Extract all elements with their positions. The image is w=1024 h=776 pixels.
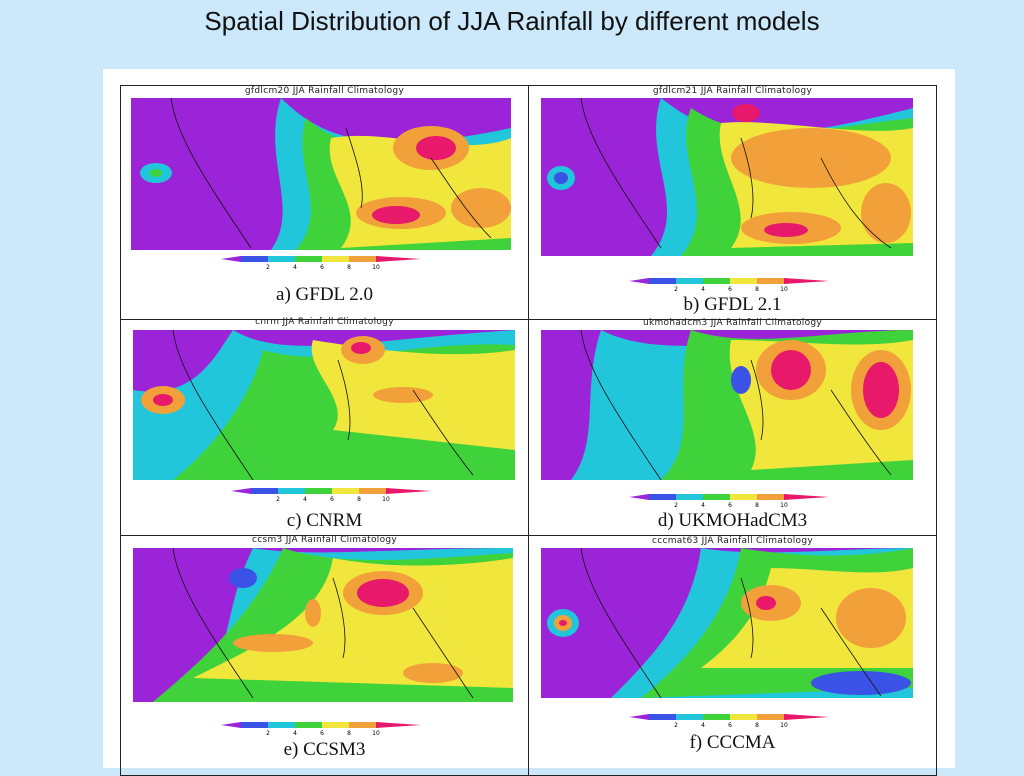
colorbar-tick: 2 bbox=[266, 264, 270, 270]
panel-cnrm: cnrm JJA Rainfall Climatology bbox=[121, 317, 529, 536]
colorbar-tick: 10 bbox=[780, 286, 788, 292]
panel-cccma: cccmat63 JJA Rainfall Climatology bbox=[529, 536, 936, 776]
colorbar-tick: 2 bbox=[674, 502, 678, 508]
rainfall-map bbox=[133, 548, 513, 702]
panel-caption: e) CCSM3 bbox=[283, 739, 366, 760]
colorbar-tick: 4 bbox=[303, 496, 307, 502]
figure-image: gfdlcm20 JJA Rainfall Climatology bbox=[103, 69, 955, 776]
colorbar-tick: 10 bbox=[780, 502, 788, 508]
colorbar: 2 4 6 8 10 bbox=[629, 714, 829, 728]
colorbar-tick: 8 bbox=[357, 496, 361, 502]
colorbar-tick: 8 bbox=[755, 502, 759, 508]
panel-caption: b) GFDL 2.1 bbox=[683, 294, 782, 315]
rainfall-map bbox=[133, 330, 515, 480]
colorbar: 2 4 6 8 10 bbox=[231, 488, 431, 502]
colorbar-tick: 2 bbox=[276, 496, 280, 502]
colorbar-tick: 6 bbox=[320, 264, 324, 270]
panel-title: cnrm JJA Rainfall Climatology bbox=[255, 317, 394, 327]
panel-ukmohadcm3: ukmohadcm3 JJA Rainfall Climatology bbox=[529, 318, 936, 536]
colorbar-tick: 6 bbox=[728, 502, 732, 508]
colorbar-tick: 2 bbox=[266, 730, 270, 736]
rainfall-map bbox=[541, 548, 913, 698]
colorbar-tick: 4 bbox=[293, 264, 297, 270]
colorbar-tick: 8 bbox=[347, 730, 351, 736]
panel-title: ukmohadcm3 JJA Rainfall Climatology bbox=[642, 318, 823, 328]
colorbar-tick: 4 bbox=[293, 730, 297, 736]
panel-ccsm3: ccsm3 JJA Rainfall Climatology bbox=[121, 535, 529, 776]
panel-caption: d) UKMOHadCM3 bbox=[657, 510, 808, 531]
colorbar-tick: 10 bbox=[780, 722, 788, 728]
rainfall-map bbox=[541, 98, 913, 256]
panel-caption: a) GFDL 2.0 bbox=[276, 284, 373, 305]
panel-caption: f) CCCMA bbox=[689, 732, 776, 753]
rainfall-map bbox=[131, 98, 511, 250]
colorbar-tick: 10 bbox=[382, 496, 390, 502]
rainfall-map bbox=[541, 330, 913, 480]
colorbar-tick: 2 bbox=[674, 722, 678, 728]
slide-title: Spatial Distribution of JJA Rainfall by … bbox=[204, 6, 820, 36]
panel-gfdl-2-1: gfdlcm21 JJA Rainfall Climatology bbox=[529, 86, 936, 320]
colorbar-tick: 8 bbox=[755, 722, 759, 728]
colorbar-tick: 8 bbox=[755, 286, 759, 292]
colorbar-tick: 10 bbox=[372, 264, 380, 270]
panel-title: ccsm3 JJA Rainfall Climatology bbox=[251, 535, 398, 545]
colorbar-tick: 6 bbox=[320, 730, 324, 736]
colorbar-tick: 2 bbox=[674, 286, 678, 292]
panel-grid: gfdlcm20 JJA Rainfall Climatology bbox=[120, 85, 937, 776]
panel-gfdl-2-0: gfdlcm20 JJA Rainfall Climatology bbox=[121, 86, 529, 320]
colorbar: 2 4 6 8 10 bbox=[221, 256, 421, 270]
colorbar-tick: 6 bbox=[728, 722, 732, 728]
colorbar: 2 4 6 8 10 bbox=[221, 722, 421, 736]
colorbar: 2 4 6 8 10 bbox=[629, 494, 829, 508]
panel-title: cccmat63 JJA Rainfall Climatology bbox=[651, 536, 813, 546]
colorbar-tick: 4 bbox=[701, 286, 705, 292]
panel-caption: c) CNRM bbox=[286, 510, 363, 531]
panel-title: gfdlcm21 JJA Rainfall Climatology bbox=[652, 86, 813, 96]
colorbar-tick: 4 bbox=[701, 722, 705, 728]
colorbar-tick: 4 bbox=[701, 502, 705, 508]
panel-title: gfdlcm20 JJA Rainfall Climatology bbox=[244, 86, 405, 96]
colorbar-tick: 8 bbox=[347, 264, 351, 270]
colorbar: 2 4 6 8 10 bbox=[629, 278, 829, 292]
colorbar-tick: 6 bbox=[330, 496, 334, 502]
colorbar-tick: 10 bbox=[372, 730, 380, 736]
colorbar-tick: 6 bbox=[728, 286, 732, 292]
